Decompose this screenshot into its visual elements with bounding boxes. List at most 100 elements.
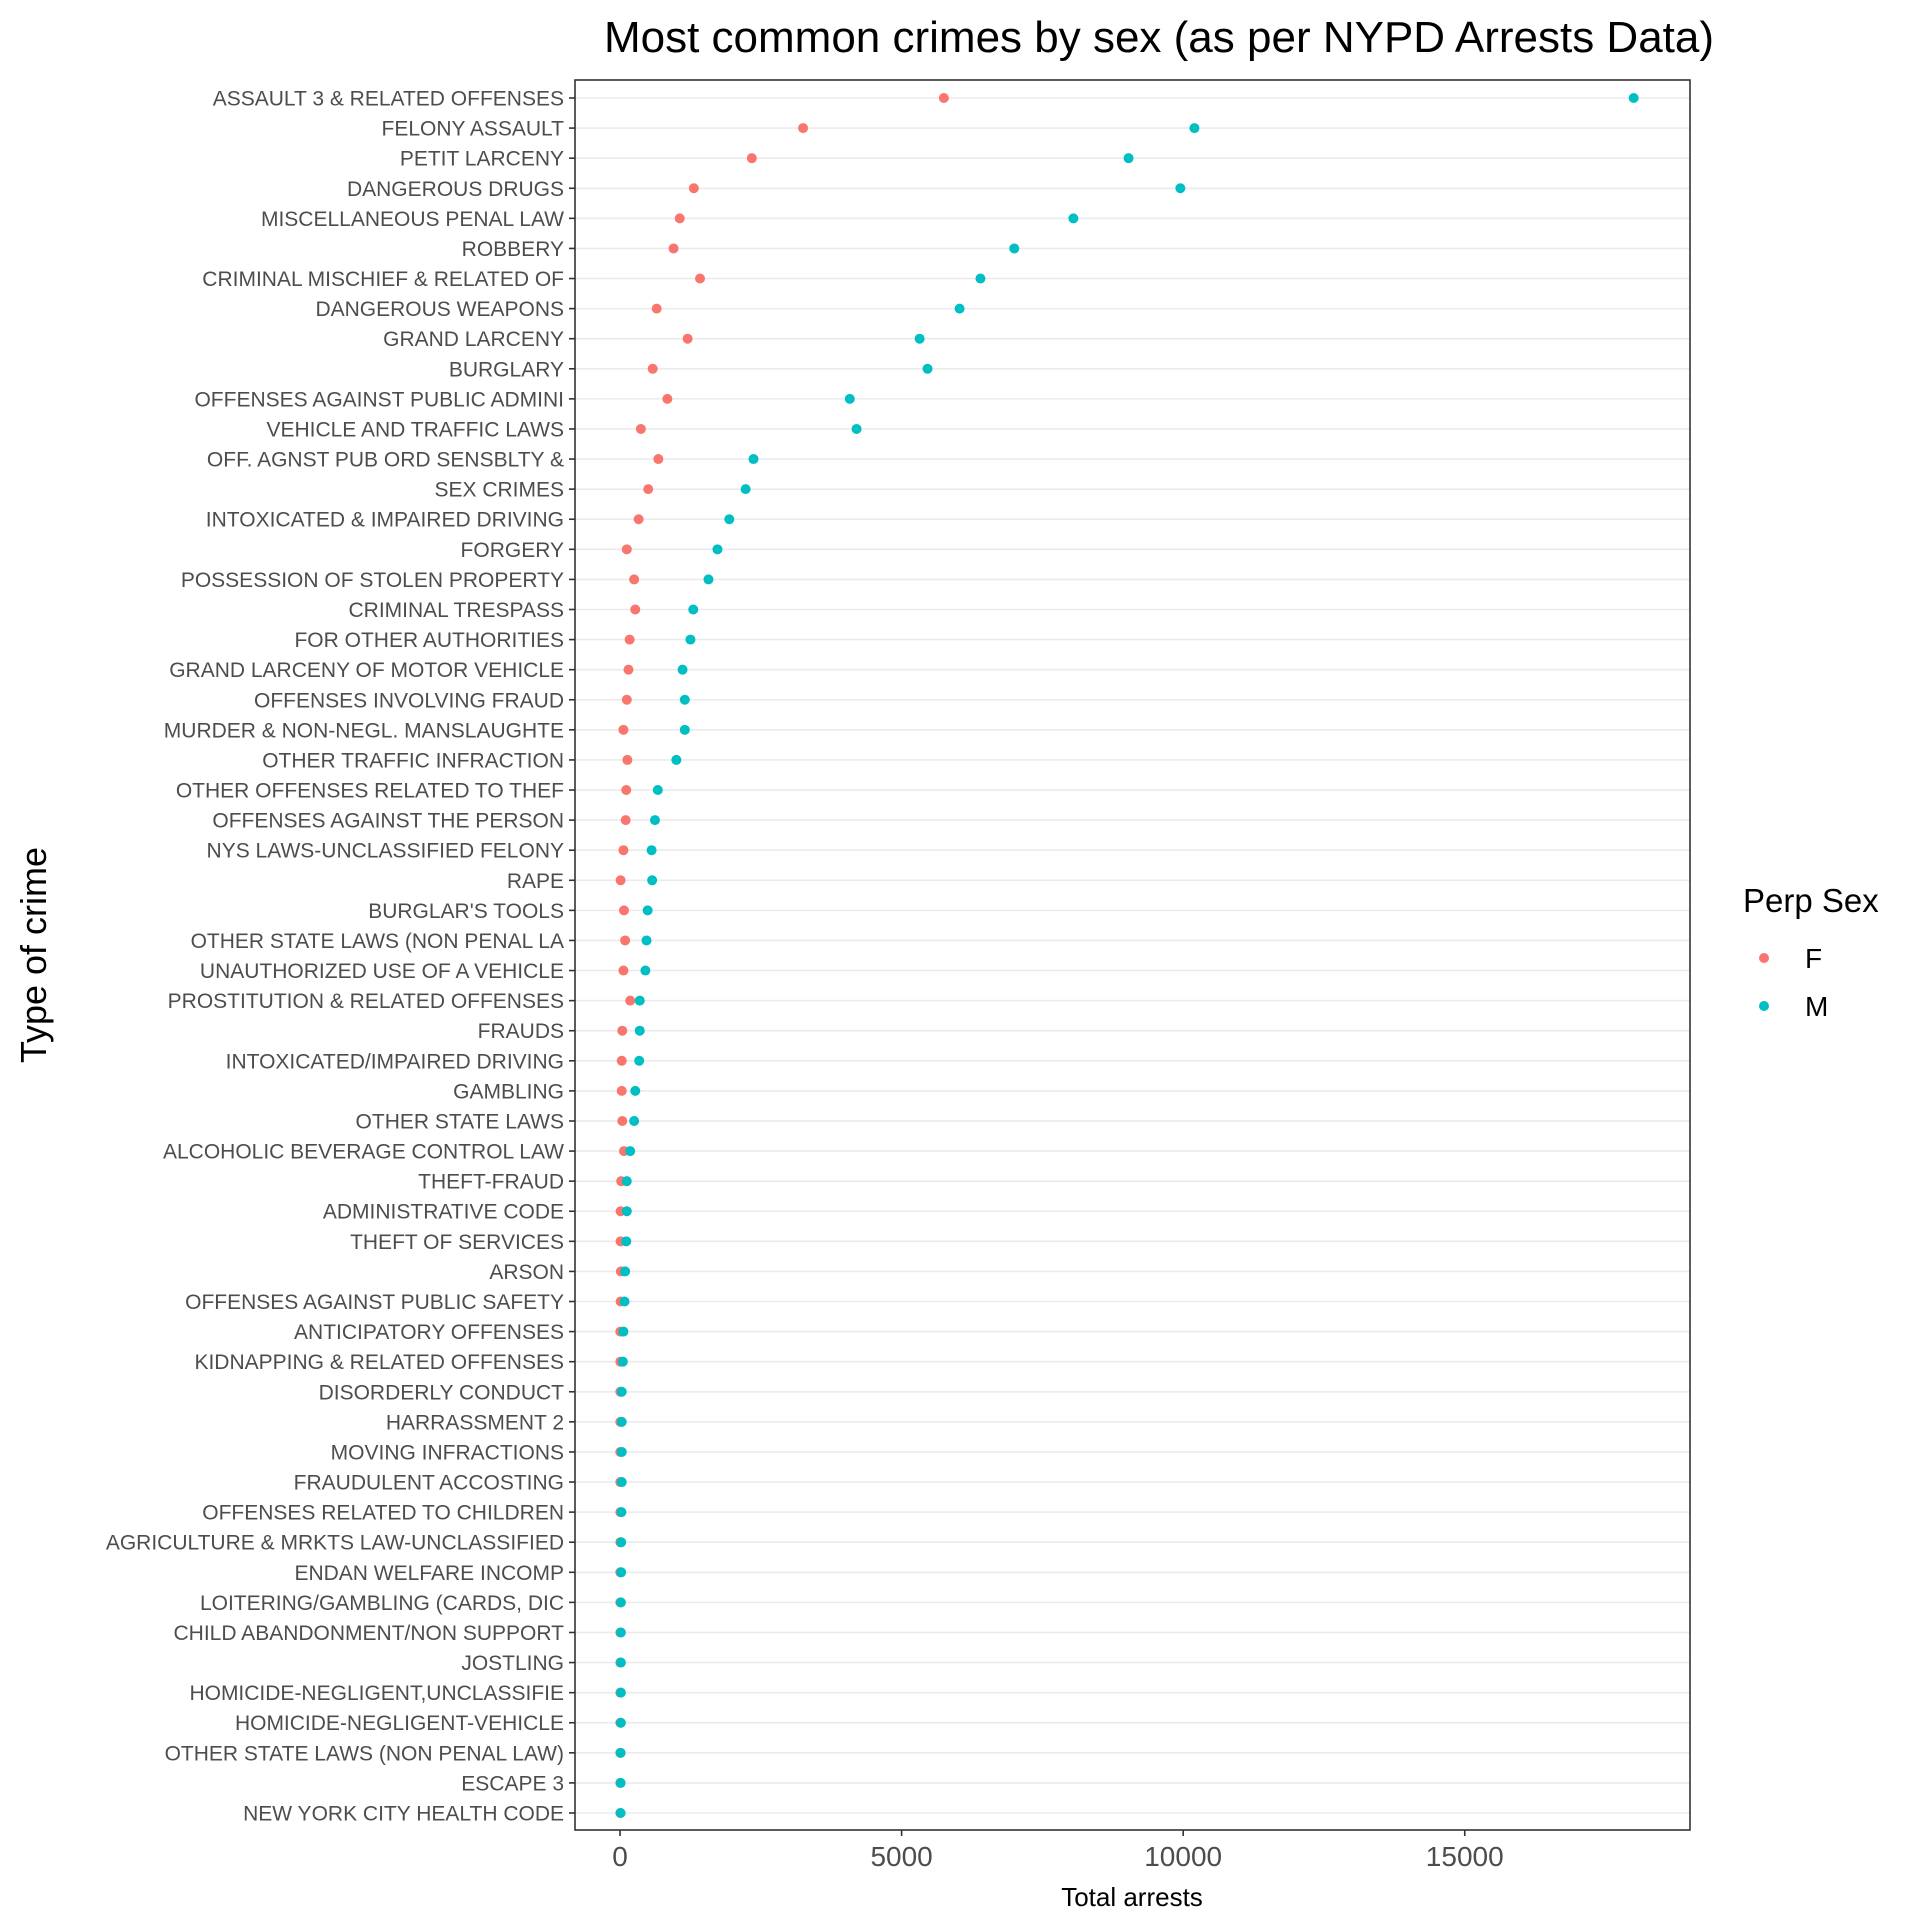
y-tick-label: PROSTITUTION & RELATED OFFENSES [168,990,564,1013]
x-tick-label: 15000 [1426,1841,1504,1872]
data-point-m [642,905,653,916]
y-tick-label: MURDER & NON-NEGL. MANSLAUGHTE [164,719,564,742]
data-point-f [621,694,632,705]
data-points [615,93,1639,1818]
data-point-f [618,965,629,976]
data-point-m [625,1146,636,1157]
data-point-f [629,574,640,585]
y-tick-label: MOVING INFRACTIONS [331,1441,564,1464]
data-point-m [619,1296,630,1307]
data-point-f [623,664,634,675]
data-point-f [620,935,631,946]
data-point-m [616,1567,627,1578]
data-point-f [635,423,646,434]
gridlines [575,97,1690,1814]
data-point-m [646,845,657,856]
y-tick-label: CRIMINAL MISCHIEF & RELATED OF [202,268,564,291]
legend-label-f: F [1805,943,1822,974]
data-point-m [679,694,690,705]
x-axis-ticks: 0 5000 10000 15000 [612,1830,1504,1872]
y-tick-label: DANGEROUS DRUGS [347,178,564,201]
data-point-m [647,875,658,886]
data-point-f [622,754,633,765]
data-point-m [630,1085,641,1096]
data-point-f [662,393,673,404]
data-point-f [624,634,635,645]
y-tick-label: DANGEROUS WEAPONS [315,298,564,321]
data-point-m [712,544,723,555]
data-point-m [615,1657,626,1668]
data-point-m [954,303,965,314]
chart-title: Most common crimes by sex (as per NYPD A… [604,13,1714,62]
data-point-m [677,664,688,675]
y-tick-label: CHILD ABANDONMENT/NON SUPPORT [174,1622,565,1645]
y-tick-label: OTHER STATE LAWS [356,1110,564,1133]
y-tick-label: INTOXICATED & IMPAIRED DRIVING [206,509,564,532]
data-point-f [938,93,949,103]
plot-panel-border [574,79,1691,1831]
y-tick-label: GRAND LARCENY OF MOTOR VEHICLE [169,659,564,682]
data-point-m [615,1627,626,1638]
data-point-f [630,604,641,615]
data-point-m [851,423,862,434]
y-tick-label: OFFENSES AGAINST PUBLIC ADMINI [194,388,564,411]
data-point-m [975,273,986,284]
y-tick-label: SEX CRIMES [434,479,564,502]
y-tick-label: OTHER OFFENSES RELATED TO THEF [176,780,564,803]
data-point-f [653,454,664,465]
data-point-m [616,1477,627,1488]
data-point-f [616,1085,627,1096]
data-point-f [633,514,644,525]
data-point-m [1009,243,1020,254]
data-point-f [643,484,654,495]
data-point-m [615,1747,626,1758]
data-point-f [746,153,757,164]
y-tick-label: FRAUDULENT ACCOSTING [294,1472,564,1495]
data-point-m [618,1326,629,1337]
data-point-f [616,1055,627,1066]
data-point-f [668,243,679,254]
data-point-f [621,544,632,555]
y-tick-label: ANTICIPATORY OFFENSES [294,1321,564,1344]
y-tick-label: OFF. AGNST PUB ORD SENSBLTY & [207,449,564,472]
y-tick-label: PETIT LARCENY [400,148,564,171]
y-tick-label: CRIMINAL TRESPASS [349,599,565,622]
data-point-m [629,1115,640,1126]
y-tick-label: HARRASSMENT 2 [386,1411,564,1434]
y-tick-label: LOITERING/GAMBLING (CARDS, DIC [200,1592,564,1615]
data-point-m [640,965,651,976]
data-point-f [674,213,685,224]
data-point-f [621,785,632,796]
data-point-m [621,1236,632,1247]
data-point-m [615,1687,626,1698]
data-point-m [616,1416,627,1427]
data-point-f [647,363,658,374]
data-point-m [649,815,660,826]
y-tick-label: THEFT-FRAUD [418,1171,564,1194]
data-point-f [688,183,699,194]
y-axis-title: Type of crime [13,847,54,1063]
y-tick-label: JOSTLING [461,1652,564,1675]
data-point-m [617,1356,628,1367]
data-point-m [922,363,933,374]
x-tick-label: 5000 [870,1841,932,1872]
x-axis-title: Total arrests [1061,1882,1203,1912]
y-tick-label: HOMICIDE-NEGLIGENT,UNCLASSIFIE [189,1682,564,1705]
y-tick-label: NYS LAWS-UNCLASSIFIED FELONY [207,840,564,863]
data-point-m [685,634,696,645]
data-point-f [798,123,809,134]
x-tick-label: 0 [612,1841,628,1872]
data-point-m [634,995,645,1006]
y-tick-label: FORGERY [461,539,564,562]
y-tick-label: FELONY ASSAULT [382,118,565,141]
y-tick-label: POSSESSION OF STOLEN PROPERTY [181,569,564,592]
y-tick-label: OFFENSES INVOLVING FRAUD [254,689,564,712]
data-point-m [616,1507,627,1518]
legend-items: FM [1759,943,1828,1022]
data-point-m [615,1717,626,1728]
y-tick-label: VEHICLE AND TRAFFIC LAWS [266,418,564,441]
data-point-f [651,303,662,314]
data-point-f [620,815,631,826]
legend: Perp Sex FM [1743,882,1879,1022]
